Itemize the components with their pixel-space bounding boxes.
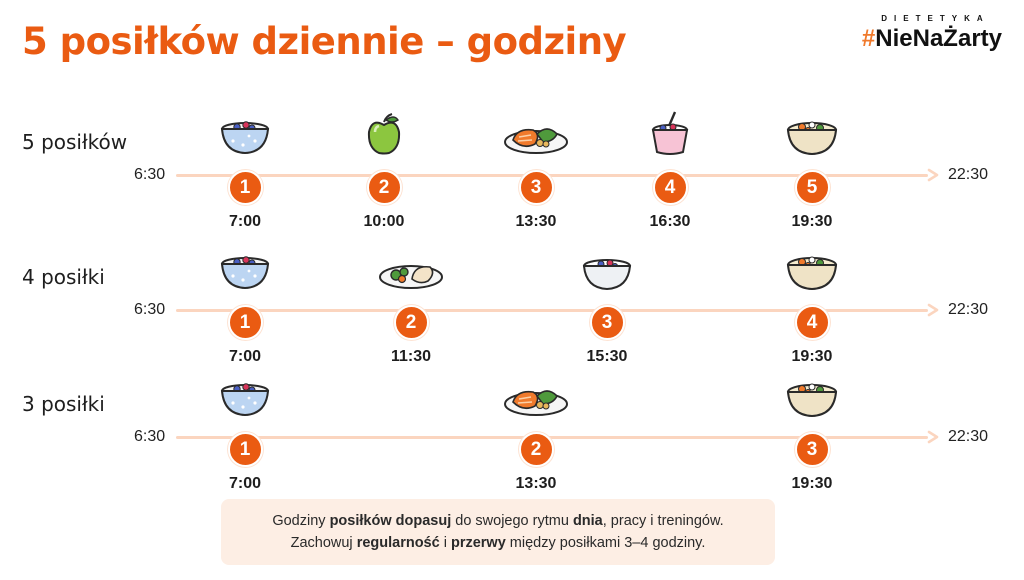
- note-text: do swojego rytmu: [451, 513, 573, 529]
- meal-time: 16:30: [649, 213, 691, 230]
- rice-bowl-icon: [767, 247, 857, 291]
- meal-marker: 2 11:30: [366, 247, 456, 366]
- meal-time: 7:00: [228, 348, 262, 365]
- meal-marker: 2 10:00: [339, 112, 429, 231]
- meal-marker: 3 19:30: [767, 374, 857, 493]
- range-start-time: 6:30: [134, 301, 166, 318]
- note-text: między posiłkami 3–4 godziny.: [505, 535, 706, 551]
- brand-subtitle: DIETETYKA: [881, 14, 990, 23]
- timeline-line: [176, 436, 928, 439]
- note-emphasis: posiłków: [329, 513, 392, 529]
- brand-name: #NieNaŻarty: [862, 25, 1002, 53]
- meal-time: 19:30: [791, 348, 833, 365]
- meal-time: 19:30: [791, 475, 833, 492]
- meal-number-badge: 3: [794, 432, 830, 467]
- meal-time: 7:00: [228, 475, 262, 492]
- range-end-time: 22:30: [948, 301, 989, 318]
- meal-number-badge: 4: [652, 170, 688, 205]
- salmon-plate-icon: [491, 112, 581, 156]
- range-end-time: 22:30: [948, 166, 989, 183]
- yogurt-bowl-icon: [562, 247, 652, 291]
- meal-number-badge: 4: [794, 305, 830, 340]
- note-text: , pracy i treningów.: [602, 513, 724, 529]
- meal-time: 11:30: [390, 348, 432, 365]
- meal-time: 7:00: [228, 213, 262, 230]
- porridge-bowl-icon: [200, 247, 290, 291]
- chicken-plate-icon: [366, 247, 456, 291]
- timeline-row: 3 posiłki 6:30 22:30 1 7:00 2 13:30 3 19:30: [0, 370, 1024, 500]
- meal-marker: 5 19:30: [767, 112, 857, 231]
- range-start-time: 6:30: [134, 166, 166, 183]
- meal-marker: 3 13:30: [491, 112, 581, 231]
- meal-marker: 4 16:30: [625, 111, 715, 231]
- meal-number-badge: 1: [227, 170, 263, 205]
- meal-number-badge: 1: [227, 432, 263, 467]
- meal-time: 10:00: [363, 213, 405, 230]
- range-start-time: 6:30: [134, 428, 166, 445]
- rice-bowl-icon: [767, 374, 857, 418]
- meal-number-badge: 3: [518, 170, 554, 205]
- note-emphasis: przerwy: [450, 535, 506, 551]
- meal-number-badge: 3: [589, 305, 625, 340]
- yogurt-cup-icon: [625, 111, 715, 156]
- row-label: 3 posiłki: [22, 392, 105, 416]
- timeline-row: 4 posiłki 6:30 22:30 1 7:00 2 11:30 3 15:30 4…: [0, 243, 1024, 373]
- meal-marker: 1 7:00: [200, 112, 290, 231]
- brand-name-text: NieNaŻarty: [875, 25, 1002, 52]
- meal-time: 13:30: [515, 475, 557, 492]
- note-line-1: Godziny posiłków dopasuj do swojego rytm…: [221, 510, 775, 532]
- row-label: 4 posiłki: [22, 265, 105, 289]
- apple-icon: [339, 112, 429, 156]
- note-line-2: Zachowuj regularność i przerwy między po…: [221, 532, 775, 554]
- porridge-bowl-icon: [200, 112, 290, 156]
- meal-number-badge: 5: [794, 170, 830, 205]
- note-emphasis: dopasuj: [395, 513, 452, 529]
- meal-number-badge: 2: [366, 170, 402, 205]
- info-note: Godziny posiłków dopasuj do swojego rytm…: [221, 499, 775, 565]
- meal-marker: 4 19:30: [767, 247, 857, 366]
- range-end-time: 22:30: [948, 428, 989, 445]
- timeline-line: [176, 174, 928, 177]
- porridge-bowl-icon: [200, 374, 290, 418]
- note-emphasis: regularność: [356, 535, 440, 551]
- note-text: i: [439, 535, 451, 551]
- meal-marker: 1 7:00: [200, 247, 290, 366]
- arrow-right-icon: [927, 430, 939, 444]
- meal-number-badge: 1: [227, 305, 263, 340]
- row-label: 5 posiłków: [22, 130, 128, 154]
- meal-marker: 3 15:30: [562, 247, 652, 366]
- note-emphasis: dnia: [572, 513, 603, 529]
- timeline-line: [176, 309, 928, 312]
- note-text: Zachowuj: [290, 535, 357, 551]
- meal-number-badge: 2: [518, 432, 554, 467]
- timeline-row: 5 posiłków 6:30 22:30 1 7:00 2 10:00 3 13:30 …: [0, 108, 1024, 238]
- meal-time: 13:30: [515, 213, 557, 230]
- arrow-right-icon: [927, 303, 939, 317]
- salmon-plate-icon: [491, 374, 581, 418]
- rice-bowl-icon: [767, 112, 857, 156]
- meal-time: 15:30: [586, 348, 628, 365]
- note-text: Godziny: [272, 513, 330, 529]
- meal-number-badge: 2: [393, 305, 429, 340]
- brand-hash: #: [861, 25, 876, 52]
- arrow-right-icon: [927, 168, 939, 182]
- page-title: 5 posiłków dziennie – godziny: [22, 20, 627, 63]
- meal-marker: 2 13:30: [491, 374, 581, 493]
- meal-marker: 1 7:00: [200, 374, 290, 493]
- brand-logo: DIETETYKA #NieNaŻarty: [862, 14, 1002, 53]
- meal-time: 19:30: [791, 213, 833, 230]
